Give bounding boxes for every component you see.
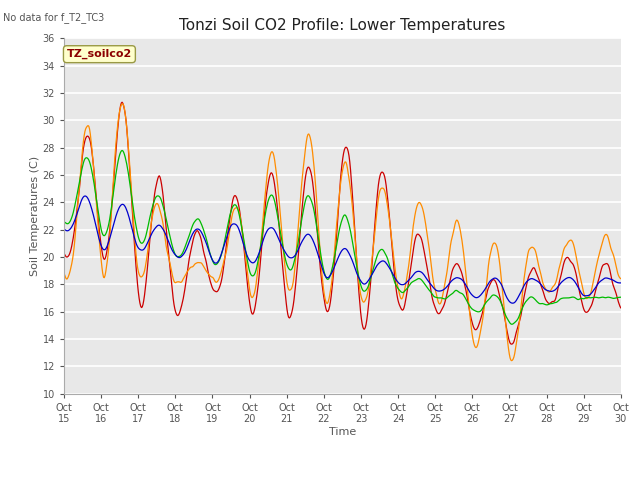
Tree -16cm xyxy=(185,240,193,246)
Tree -16cm xyxy=(214,259,222,264)
Line: Tree -8cm: Tree -8cm xyxy=(64,104,621,360)
Tree -8cm xyxy=(428,261,435,266)
Tree -8cm xyxy=(508,358,515,363)
Open -16cm xyxy=(70,206,78,212)
Tree -16cm xyxy=(128,226,136,232)
Tree -8cm xyxy=(617,276,625,282)
X-axis label: Time: Time xyxy=(329,427,356,437)
Tree -8cm xyxy=(128,199,136,205)
Tree -16cm xyxy=(81,193,89,199)
Tree -8cm xyxy=(185,267,193,273)
Line: Tree -16cm: Tree -16cm xyxy=(64,196,621,303)
Tree -8cm xyxy=(411,213,419,219)
Text: TZ_soilco2: TZ_soilco2 xyxy=(67,49,132,60)
Tree -8cm xyxy=(214,278,222,284)
Open -16cm xyxy=(411,278,419,284)
Open -16cm xyxy=(128,198,136,204)
Open -16cm xyxy=(185,234,193,240)
Open -16cm xyxy=(617,294,625,300)
Line: Open -16cm: Open -16cm xyxy=(64,150,621,324)
Open -8cm xyxy=(214,288,222,293)
Tree -16cm xyxy=(428,282,435,288)
Line: Open -8cm: Open -8cm xyxy=(64,102,621,344)
Open -16cm xyxy=(428,289,435,295)
Tree -16cm xyxy=(411,270,419,276)
Open -16cm xyxy=(60,219,68,225)
Open -8cm xyxy=(118,99,126,105)
Tree -8cm xyxy=(70,245,78,251)
Legend: Open -8cm, Tree -8cm, Open -16cm, Tree -16cm: Open -8cm, Tree -8cm, Open -16cm, Tree -… xyxy=(142,477,543,480)
Y-axis label: Soil Temperatures (C): Soil Temperatures (C) xyxy=(29,156,40,276)
Open -8cm xyxy=(70,230,78,236)
Open -8cm xyxy=(617,305,625,311)
Tree -8cm xyxy=(60,271,68,276)
Tree -16cm xyxy=(509,300,516,306)
Open -8cm xyxy=(128,205,136,211)
Open -8cm xyxy=(60,251,68,256)
Tree -16cm xyxy=(70,219,78,225)
Open -16cm xyxy=(118,147,126,153)
Open -8cm xyxy=(508,341,515,347)
Open -8cm xyxy=(411,238,419,244)
Title: Tonzi Soil CO2 Profile: Lower Temperatures: Tonzi Soil CO2 Profile: Lower Temperatur… xyxy=(179,18,506,33)
Tree -16cm xyxy=(617,280,625,286)
Open -8cm xyxy=(428,288,435,294)
Tree -8cm xyxy=(118,101,126,107)
Text: No data for f_T2_TC3: No data for f_T2_TC3 xyxy=(3,12,104,23)
Open -8cm xyxy=(185,260,193,265)
Open -16cm xyxy=(508,322,515,327)
Tree -16cm xyxy=(60,227,68,232)
Open -16cm xyxy=(214,260,222,265)
